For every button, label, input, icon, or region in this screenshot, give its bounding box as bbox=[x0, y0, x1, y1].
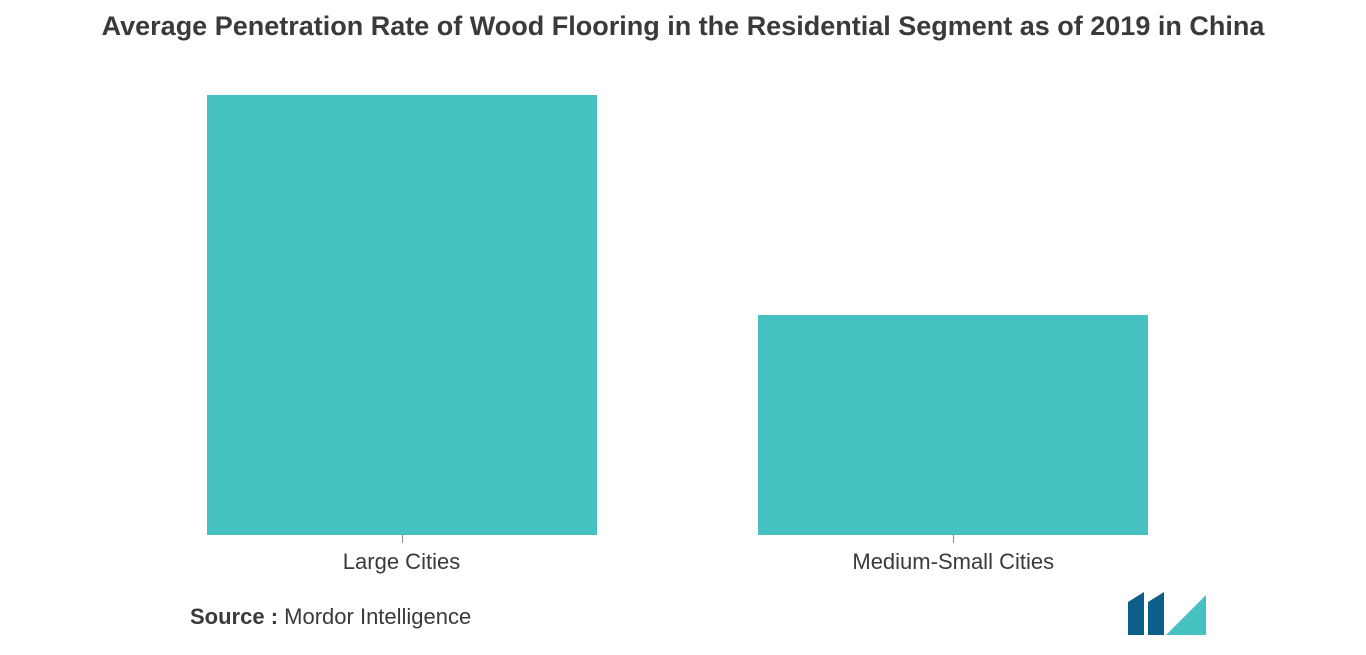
chart-container: Average Penetration Rate of Wood Floorin… bbox=[0, 0, 1366, 655]
chart-title: Average Penetration Rate of Wood Floorin… bbox=[0, 10, 1366, 44]
source-label: Source : bbox=[190, 604, 278, 629]
x-label: Medium-Small Cities bbox=[758, 549, 1148, 575]
logo-triangle-icon bbox=[1166, 595, 1206, 635]
logo-bars-icon bbox=[1128, 592, 1164, 635]
chart-plot-area: Large CitiesMedium-Small Cities bbox=[120, 95, 1246, 535]
source-attribution: Source : Mordor Intelligence bbox=[190, 604, 471, 630]
x-tick bbox=[402, 535, 403, 543]
x-label: Large Cities bbox=[207, 549, 597, 575]
x-tick bbox=[953, 535, 954, 543]
source-text: Mordor Intelligence bbox=[284, 604, 471, 629]
bar-medium-small-cities bbox=[758, 315, 1148, 535]
bar-large-cities bbox=[207, 95, 597, 535]
mordor-logo bbox=[1126, 590, 1206, 635]
